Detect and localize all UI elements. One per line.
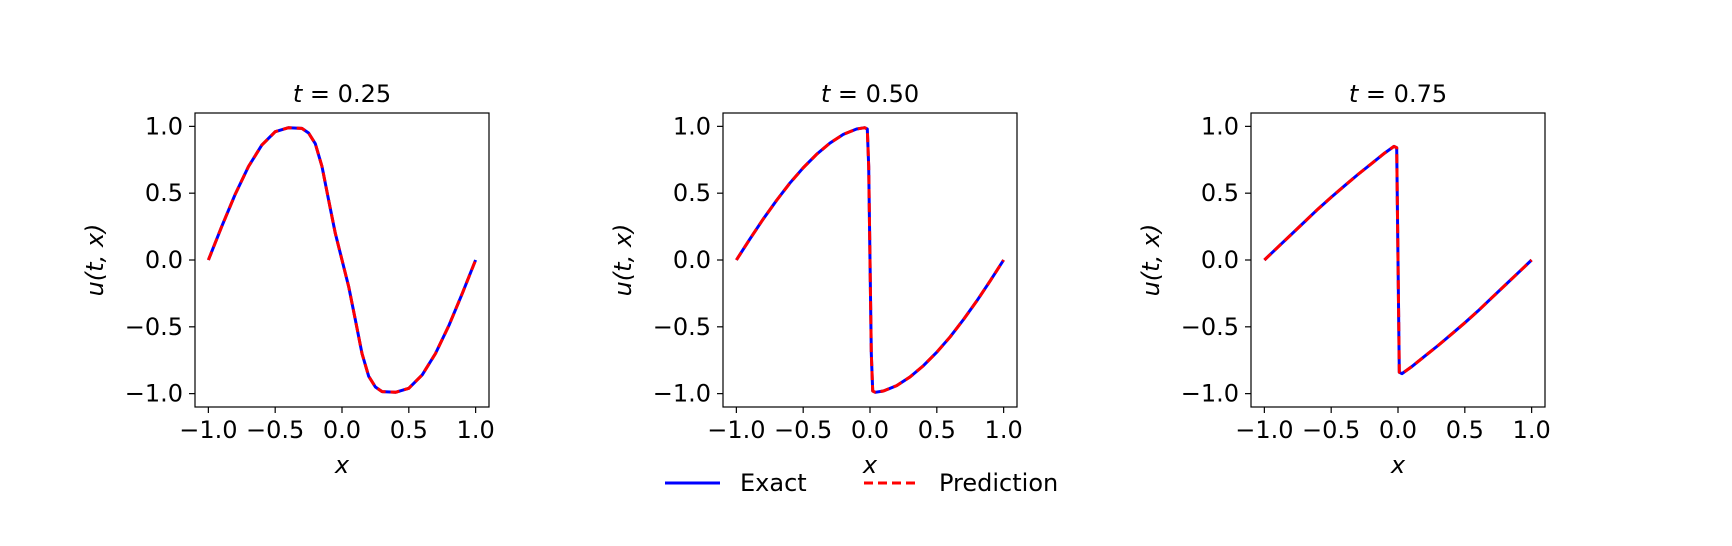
series-prediction-line — [207, 126, 477, 394]
x-tick-label: −0.5 — [774, 416, 832, 444]
y-tick-label: −1.0 — [1181, 380, 1239, 408]
y-tick-label: 0.5 — [1201, 179, 1239, 207]
x-tick-label: −0.5 — [246, 416, 304, 444]
title-variable: t — [821, 80, 832, 108]
title-equals: = — [1358, 80, 1393, 108]
x-tick-label: −0.5 — [1302, 416, 1360, 444]
y-axis-label: u(t, x) — [81, 224, 109, 297]
y-tick-label: 0.0 — [1201, 246, 1239, 274]
title-equals: = — [302, 80, 337, 108]
subplot-2: −1.0 −0.5 0.0 0.5 1.0 1.0 0.5 0.0 −0.5 −1.0 t = 0.… — [609, 80, 1023, 479]
subplot-title: t = 0.50 — [821, 80, 919, 108]
x-tick-label: 1.0 — [1513, 416, 1551, 444]
y-tick-label: −1.0 — [653, 380, 711, 408]
y-tick-label: −0.5 — [1181, 313, 1239, 341]
title-equals: = — [830, 80, 865, 108]
y-tick-label: −0.5 — [125, 313, 183, 341]
title-variable: t — [293, 80, 304, 108]
subplot-1: −1.0 −0.5 0.0 0.5 1.0 1.0 0.5 0.0 −0.5 −1.0 t = 0.… — [81, 80, 495, 479]
subplot-title: t = 0.25 — [293, 80, 391, 108]
title-value: 0.75 — [1394, 80, 1447, 108]
y-tick-label: 0.5 — [673, 179, 711, 207]
x-tick-label: −1.0 — [179, 416, 237, 444]
x-tick-label: 0.5 — [1446, 416, 1484, 444]
y-axis-label: u(t, x) — [609, 224, 637, 297]
x-tick-label: −1.0 — [707, 416, 765, 444]
x-tick-label: 0.5 — [918, 416, 956, 444]
legend-exact-label: Exact — [740, 469, 807, 497]
x-tick-label: 0.5 — [390, 416, 428, 444]
title-value: 0.50 — [866, 80, 919, 108]
x-tick-label: 0.0 — [1379, 416, 1417, 444]
y-tick-label: 0.5 — [145, 179, 183, 207]
y-tick-label: 0.0 — [145, 246, 183, 274]
y-tick-label: 1.0 — [673, 112, 711, 140]
y-tick-label: −1.0 — [125, 380, 183, 408]
series-prediction-line — [1263, 144, 1533, 376]
x-axis-label: x — [862, 451, 878, 479]
title-variable: t — [1349, 80, 1360, 108]
x-axis-label: x — [1390, 451, 1406, 479]
x-tick-label: 1.0 — [457, 416, 495, 444]
subplot-3: −1.0 −0.5 0.0 0.5 1.0 1.0 0.5 0.0 −0.5 −1.0 t = 0.… — [1137, 80, 1551, 479]
legend-prediction-label: Prediction — [939, 469, 1058, 497]
y-axis-label: u(t, x) — [1137, 224, 1165, 297]
x-axis-label: x — [334, 451, 350, 479]
y-tick-label: 0.0 — [673, 246, 711, 274]
x-tick-label: 0.0 — [323, 416, 361, 444]
x-tick-label: 1.0 — [985, 416, 1023, 444]
series-prediction-line — [735, 126, 1005, 394]
legend: Exact Prediction — [665, 469, 1058, 497]
y-tick-label: −0.5 — [653, 313, 711, 341]
x-tick-label: −1.0 — [1235, 416, 1293, 444]
subplot-title: t = 0.75 — [1349, 80, 1447, 108]
y-tick-label: 1.0 — [145, 112, 183, 140]
title-value: 0.25 — [338, 80, 391, 108]
y-tick-label: 1.0 — [1201, 112, 1239, 140]
x-tick-label: 0.0 — [851, 416, 889, 444]
